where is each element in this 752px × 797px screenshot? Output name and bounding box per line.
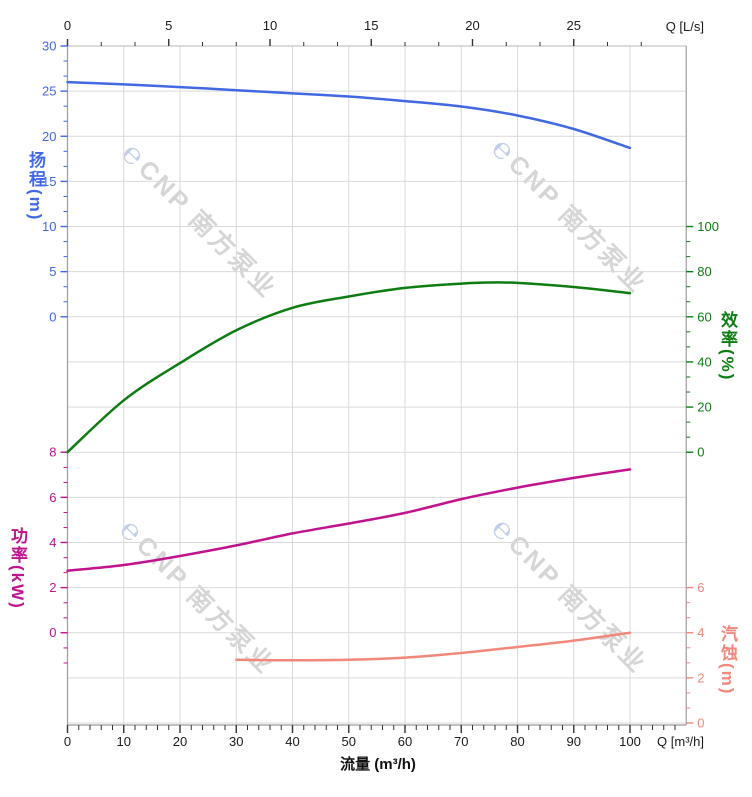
svg-text:40: 40 xyxy=(697,354,711,369)
npsh-axis-title: 汽蚀(m) xyxy=(718,625,737,696)
power-axis-title: 功率(kW) xyxy=(8,527,27,610)
svg-text:5: 5 xyxy=(49,264,56,279)
head-axis-title: 扬程(m) xyxy=(26,151,45,222)
svg-text:0: 0 xyxy=(64,18,71,33)
svg-text:40: 40 xyxy=(285,734,299,749)
svg-text:0: 0 xyxy=(49,625,56,640)
svg-text:0: 0 xyxy=(49,309,56,324)
svg-text:0: 0 xyxy=(697,716,704,731)
svg-text:20: 20 xyxy=(697,400,711,415)
svg-text:70: 70 xyxy=(454,734,468,749)
svg-text:25: 25 xyxy=(42,84,56,99)
head-axis-ticks: 30 25 20 15 10 5 0 xyxy=(42,39,68,324)
top-axis-unit-label: Q [L/s] xyxy=(665,19,704,34)
svg-text:80: 80 xyxy=(697,264,711,279)
power-axis-ticks: 8 6 4 2 0 xyxy=(49,445,68,664)
efficiency-axis-ticks: 100 80 60 40 20 0 xyxy=(686,219,719,460)
svg-text:10: 10 xyxy=(117,734,131,749)
svg-text:10: 10 xyxy=(42,219,56,234)
svg-text:5: 5 xyxy=(165,18,172,33)
svg-text:20: 20 xyxy=(173,734,187,749)
svg-text:100: 100 xyxy=(619,734,641,749)
flow-axis-label: 流量 (m³/h) xyxy=(340,756,416,773)
svg-text:80: 80 xyxy=(510,734,524,749)
svg-text:15: 15 xyxy=(42,174,56,189)
svg-text:15: 15 xyxy=(364,18,378,33)
svg-text:4: 4 xyxy=(49,535,56,550)
head-curve xyxy=(66,80,632,150)
svg-text:0: 0 xyxy=(697,445,704,460)
svg-text:25: 25 xyxy=(567,18,581,33)
svg-text:100: 100 xyxy=(697,219,719,234)
power-curve xyxy=(66,468,632,572)
gridlines xyxy=(67,46,687,725)
svg-text:30: 30 xyxy=(42,39,56,54)
svg-text:0: 0 xyxy=(64,734,71,749)
svg-text:50: 50 xyxy=(342,734,356,749)
npsh-axis-ticks: 6 4 2 0 xyxy=(686,580,704,731)
svg-text:20: 20 xyxy=(42,129,56,144)
svg-text:2: 2 xyxy=(49,580,56,595)
svg-text:90: 90 xyxy=(567,734,581,749)
svg-text:4: 4 xyxy=(697,625,704,640)
top-axis-ticks: 0 5 10 15 20 25 xyxy=(64,18,642,46)
npsh-curve xyxy=(235,631,632,662)
bottom-axis-ticks: 0 10 20 30 40 50 60 70 80 90 100 xyxy=(64,725,676,749)
svg-text:10: 10 xyxy=(263,18,277,33)
svg-text:60: 60 xyxy=(697,309,711,324)
bottom-axis-unit-label: Q [m³/h] xyxy=(657,734,704,749)
svg-text:8: 8 xyxy=(49,445,56,460)
efficiency-curve xyxy=(66,281,632,454)
svg-text:6: 6 xyxy=(697,580,704,595)
svg-text:6: 6 xyxy=(49,490,56,505)
svg-text:2: 2 xyxy=(697,670,704,685)
svg-text:30: 30 xyxy=(229,734,243,749)
efficiency-axis-title: 效率(%) xyxy=(718,311,737,382)
svg-text:20: 20 xyxy=(465,18,479,33)
svg-text:60: 60 xyxy=(398,734,412,749)
axis-spines xyxy=(66,45,687,726)
